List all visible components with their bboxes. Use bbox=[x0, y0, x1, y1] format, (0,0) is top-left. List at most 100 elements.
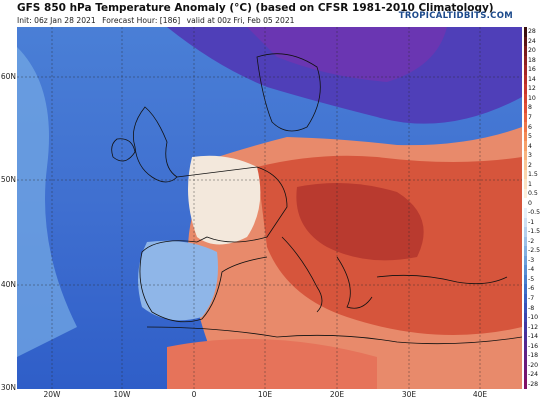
colorbar-label: 18 bbox=[528, 56, 536, 64]
lon-label-20w: 20W bbox=[43, 390, 61, 399]
lon-label-30e: 30E bbox=[401, 390, 417, 399]
colorbar-swatch bbox=[524, 379, 527, 390]
lon-label-0: 0 bbox=[191, 390, 197, 399]
run-info: Init: 06z Jan 28 2021 Forecast Hour: [18… bbox=[17, 16, 299, 25]
colorbar-swatch bbox=[524, 331, 527, 342]
graticule bbox=[17, 27, 522, 389]
colorbar-label: -20 bbox=[528, 361, 539, 369]
colorbar-label: -6 bbox=[528, 285, 535, 293]
colorbar-label: -3 bbox=[528, 256, 535, 264]
colorbar-label: 4 bbox=[528, 142, 532, 150]
colorbar-swatch bbox=[524, 55, 527, 66]
colorbar-label: 1 bbox=[528, 180, 532, 188]
colorbar-swatch bbox=[524, 360, 527, 371]
colorbar-swatch bbox=[524, 93, 527, 104]
colorbar-label: -10 bbox=[528, 314, 539, 322]
colorbar-swatch bbox=[524, 122, 527, 133]
colorbar-swatch bbox=[524, 198, 527, 209]
init-time: Init: 06z Jan 28 2021 bbox=[17, 16, 96, 25]
colorbar-swatch bbox=[524, 46, 527, 57]
colorbar-swatch bbox=[524, 217, 527, 228]
colorbar-swatch bbox=[524, 65, 527, 76]
iberia-cool-region bbox=[138, 240, 218, 321]
colorbar-swatch bbox=[524, 369, 527, 380]
colorbar-label: 5 bbox=[528, 133, 532, 141]
colorbar-label: 7 bbox=[528, 114, 532, 121]
colorbar-label: 24 bbox=[528, 37, 536, 45]
lon-label-10e: 10E bbox=[257, 390, 273, 399]
colorbar-swatch bbox=[524, 36, 527, 47]
colorbar-label: 0 bbox=[528, 199, 532, 207]
colorbar-label: 10 bbox=[528, 94, 536, 102]
colorbar-label: 3 bbox=[528, 152, 532, 160]
lon-label-40e: 40E bbox=[472, 390, 488, 399]
colorbar-label: -0.5 bbox=[528, 209, 541, 217]
colorbar-label: -1 bbox=[528, 218, 535, 226]
colorbar-label: -14 bbox=[528, 333, 539, 341]
colorbar-swatch bbox=[524, 274, 527, 285]
north-africa-warm bbox=[167, 339, 377, 389]
colorbar-label: 12 bbox=[528, 85, 536, 93]
anomaly-map bbox=[17, 27, 522, 389]
colorbar-label: 14 bbox=[528, 75, 536, 83]
colorbar-label: 28 bbox=[528, 28, 536, 36]
colorbar-label: 6 bbox=[528, 123, 532, 131]
lat-label-50n: 50N bbox=[0, 175, 16, 184]
colorbar-label: -18 bbox=[528, 352, 539, 360]
colorbar-label: 16 bbox=[528, 66, 536, 74]
brand-logo: TROPICALTIDBITS.COM bbox=[398, 11, 513, 21]
black-sea-outline bbox=[376, 274, 508, 285]
italy-outline bbox=[281, 236, 323, 313]
colorbar-swatch bbox=[524, 265, 527, 276]
great-britain-outline bbox=[132, 106, 178, 183]
colorbar-label: -1.5 bbox=[528, 228, 541, 236]
colorbar-label: -24 bbox=[528, 371, 539, 379]
colorbar-swatch bbox=[524, 284, 527, 295]
colorbar-label: -16 bbox=[528, 342, 539, 350]
header: GFS 850 hPa Temperature Anomaly (°C) (ba… bbox=[0, 0, 541, 27]
colorbar-swatch bbox=[524, 169, 527, 180]
colorbar-swatch bbox=[524, 227, 527, 238]
lat-label-40n: 40N bbox=[0, 280, 16, 289]
colorbar-label: 20 bbox=[528, 47, 536, 55]
map-title: GFS 850 hPa Temperature Anomaly (°C) (ba… bbox=[17, 2, 494, 14]
colorbar-swatch bbox=[524, 236, 527, 247]
colorbar-label: -4 bbox=[528, 266, 535, 274]
colorbar-label: -8 bbox=[528, 304, 535, 312]
colorbar-swatch bbox=[524, 350, 527, 361]
near-normal-region bbox=[188, 155, 261, 245]
colorbar-swatch bbox=[524, 27, 527, 38]
forecast-hour: Forecast Hour: [186] bbox=[102, 16, 181, 25]
colorbar-swatch bbox=[524, 322, 527, 333]
colorbar-swatch bbox=[524, 208, 527, 219]
colorbar-swatch bbox=[524, 188, 527, 199]
colorbar-swatch bbox=[524, 150, 527, 161]
scandinavia-outline bbox=[256, 53, 321, 132]
colorbar-swatch bbox=[524, 255, 527, 266]
colorbar-label: -12 bbox=[528, 323, 539, 331]
colorbar-label: 8 bbox=[528, 104, 532, 112]
warmest-core bbox=[296, 183, 424, 261]
colorbar-swatch bbox=[524, 84, 527, 95]
colorbar-label: -7 bbox=[528, 295, 535, 302]
colorbar-swatch bbox=[524, 312, 527, 323]
colorbar: 28 24 20 18 16 14 12 10 8 7 6 5 4 3 2 1.5 1 0.5 0 -0.5 -1 -1.… bbox=[524, 27, 541, 390]
atlantic-mild-band bbox=[17, 47, 77, 357]
lat-label-60n: 60N bbox=[0, 72, 16, 81]
colorbar-label: -2.5 bbox=[528, 247, 541, 255]
lon-label-20e: 20E bbox=[329, 390, 345, 399]
colorbar-label: 2 bbox=[528, 161, 532, 169]
colorbar-swatch bbox=[524, 141, 527, 152]
very-cold-region bbox=[247, 27, 447, 82]
colorbar-swatch bbox=[524, 103, 527, 114]
colorbar-label: 0.5 bbox=[528, 190, 538, 198]
colorbar-swatch bbox=[524, 74, 527, 85]
lon-label-10w: 10W bbox=[113, 390, 131, 399]
colorbar-label: -5 bbox=[528, 275, 535, 283]
colorbar-swatch bbox=[524, 341, 527, 352]
colorbar-swatch bbox=[524, 303, 527, 314]
colorbar-swatch bbox=[524, 160, 527, 171]
colorbar-swatch bbox=[524, 131, 527, 142]
colorbar-label: -2 bbox=[528, 237, 535, 245]
colorbar-label: 1.5 bbox=[528, 171, 538, 179]
